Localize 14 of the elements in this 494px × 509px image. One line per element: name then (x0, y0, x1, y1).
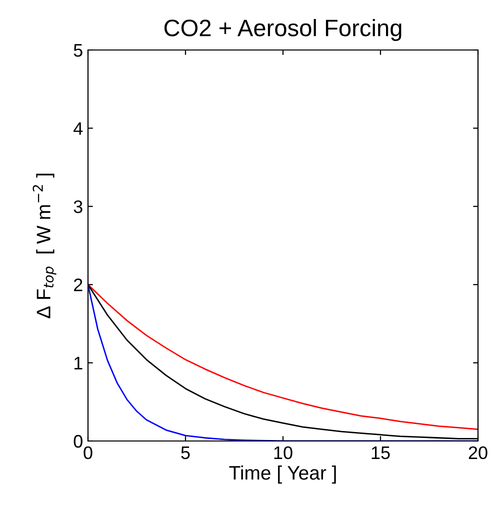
chart-title: CO2 + Aerosol Forcing (164, 19, 402, 42)
x-tick-label: 10 (274, 446, 292, 460)
y-tick-label: 5 (74, 44, 82, 57)
y-tick-label: 1 (74, 356, 82, 370)
x-axis-title: Time [ Year ] (229, 465, 336, 484)
x-tick-label: 0 (84, 446, 92, 460)
y-tick-label: 0 (74, 434, 82, 448)
y-tick-label: 3 (74, 200, 82, 214)
y-tick-label: 2 (74, 278, 82, 292)
x-tick-label: 20 (468, 446, 488, 460)
y-tick-label: 4 (74, 122, 83, 135)
x-tick-label: 5 (181, 446, 190, 460)
x-tick-label: 15 (372, 446, 390, 460)
y-axis-title: Δ F$_{top}$ [ W m$^{−2}$ ] (32, 174, 56, 318)
